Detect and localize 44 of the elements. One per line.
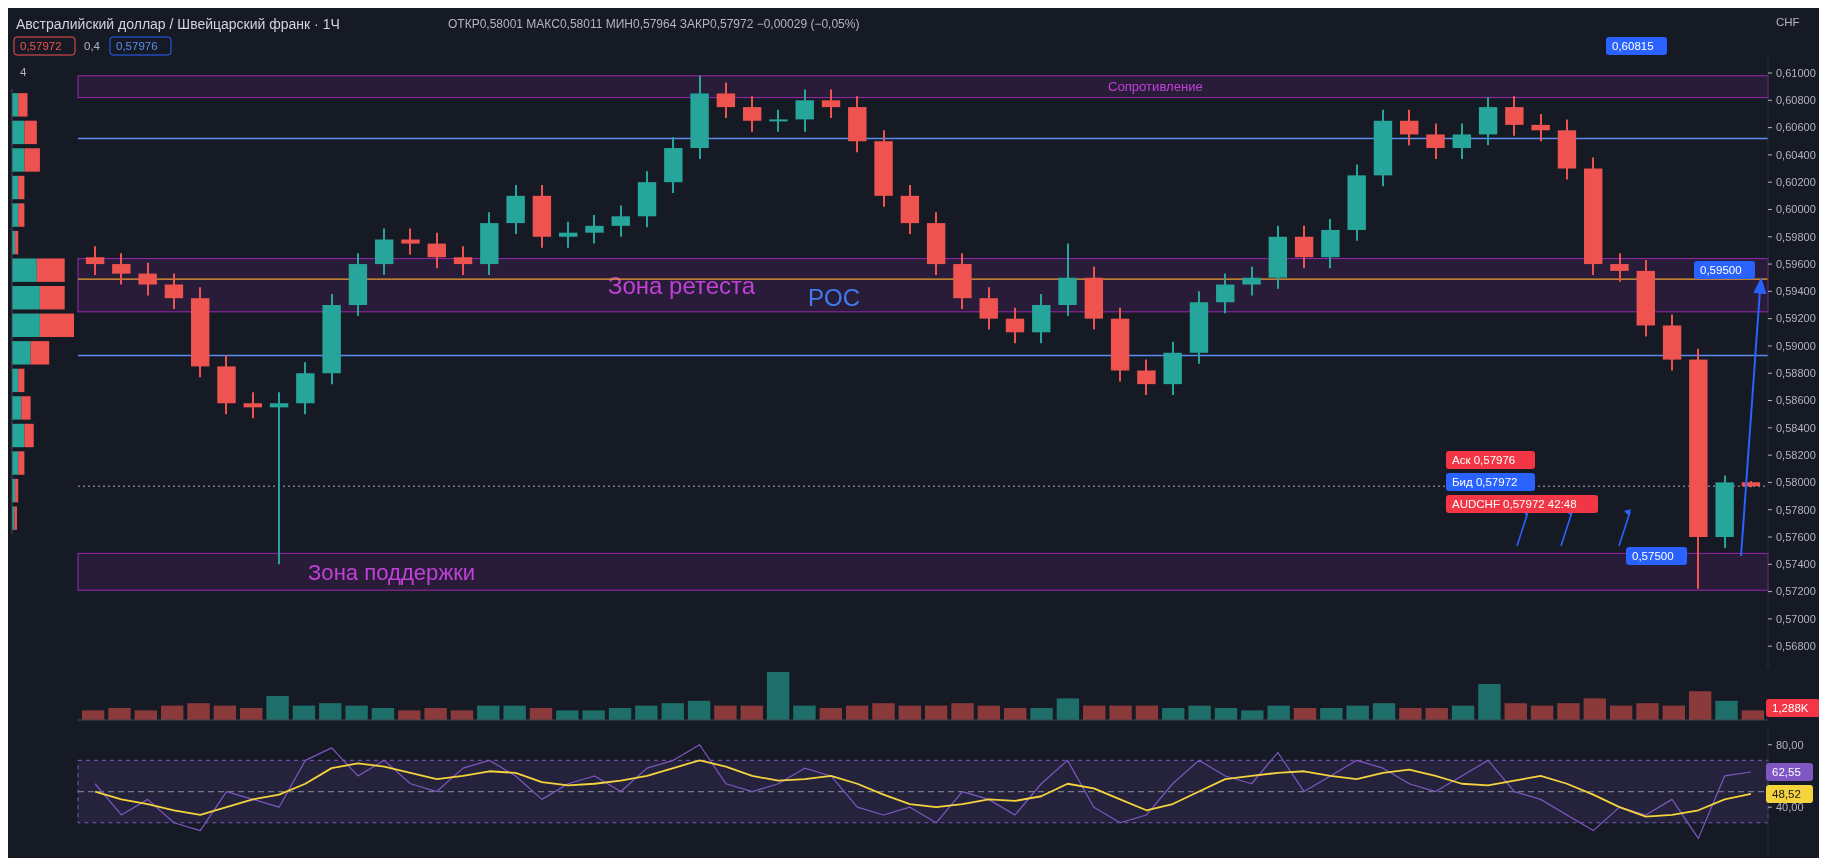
band-label: Зона поддержки [308,559,476,585]
y-tick-label: 0,58200 [1776,448,1816,461]
y-tick-label: 0,58000 [1776,476,1816,489]
y-tick-label: 0,57600 [1776,530,1816,543]
band-label: Сопротивление [1108,79,1203,95]
text: 0,57972 [20,40,62,53]
text: 0,60815 [1612,40,1654,53]
band-label: Зона ретеста [608,271,756,299]
text: 62,55 [1772,766,1801,779]
y-tick-label: 0,59800 [1776,230,1816,243]
annotation: 0,59500 [1700,264,1742,277]
y-tick-label: 0,60800 [1776,94,1816,107]
text: 0,57976 [116,40,158,53]
text: 48,52 [1772,788,1801,801]
text: 4 [20,66,27,79]
annotation: Аск 0,57976 [1452,454,1516,467]
annotation: Бид 0,57972 [1452,476,1518,489]
y-tick-label: 0,61000 [1776,66,1816,79]
y-tick-label: 0,58800 [1776,367,1816,380]
y-tick-label: 80,00 [1776,738,1804,751]
y-tick-label: 0,59400 [1776,285,1816,298]
text: 0,4 [84,40,101,53]
y-tick-label: 0,60000 [1776,203,1816,216]
y-tick-label: 0,60400 [1776,148,1816,161]
y-tick-label: 0,60200 [1776,176,1816,189]
y-tick-label: 0,60600 [1776,121,1816,134]
y-tick-label: 0,56800 [1776,640,1816,653]
y-tick-label: 0,57400 [1776,558,1816,571]
y-tick-label: 0,57800 [1776,503,1816,516]
annotation: 0,57500 [1632,550,1674,563]
y-tick-label: 0,59600 [1776,257,1816,270]
y-tick-label: 40,00 [1776,801,1804,814]
y-tick-label: 0,59200 [1776,312,1816,325]
y-tick-label: 0,59000 [1776,339,1816,352]
y-tick-label: 0,57200 [1776,585,1816,598]
y-tick-label: 0,57000 [1776,612,1816,625]
annotation: AUDCHF 0,57972 42:48 [1452,498,1577,511]
ref-line-label: POC [808,284,861,312]
y-tick-label: 0,58400 [1776,421,1816,434]
text: 1,288K [1772,702,1809,715]
chart-title: Австралийский доллар / Швейцарский франк · 1Ч [16,15,340,32]
text: CHF [1776,16,1800,29]
chart-subtitle: ОТКР0,58001 МАКС0,58011 МИН0,57964 ЗАКР0,57972 −0,00029 (−0,05%) [448,17,860,32]
y-tick-label: 0,58600 [1776,394,1816,407]
